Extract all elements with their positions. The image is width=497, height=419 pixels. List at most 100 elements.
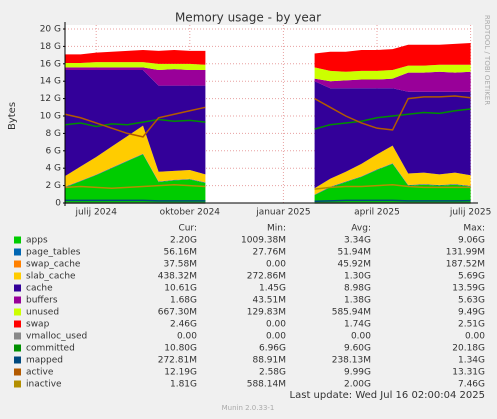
legend-stat: 51.94M <box>337 248 371 258</box>
legend-label: active <box>26 368 54 378</box>
area <box>314 145 471 195</box>
legend-stat: 1009.38M <box>241 236 286 246</box>
legend-stat: 13.31G <box>452 368 485 378</box>
legend-stat: 0.00 <box>266 260 286 270</box>
legend-label: cache <box>26 284 53 294</box>
legend-label: apps <box>26 236 48 246</box>
legend-stat: 588.14M <box>247 380 286 390</box>
chart-title: Memory usage - by year <box>175 11 321 25</box>
legend-column-header: Cur: <box>178 224 197 234</box>
area <box>65 154 206 203</box>
area <box>314 71 471 92</box>
legend-swatch <box>14 320 21 328</box>
legend-swatch <box>14 236 21 244</box>
legend-stat: 0.00 <box>351 332 371 342</box>
legend-swatch <box>14 380 21 388</box>
legend-stat: 1.30G <box>344 272 371 282</box>
legend-stat: 131.99M <box>446 248 485 258</box>
legend-stat: 2.46G <box>170 320 197 330</box>
legend-label: unused <box>26 308 59 318</box>
y-axis-label: Bytes <box>7 102 18 130</box>
legend-stat: 1.45G <box>259 284 286 294</box>
legend-stat: 88.91M <box>252 356 286 366</box>
legend-swatch <box>14 344 21 352</box>
legend-stat: 10.80G <box>164 344 197 354</box>
legend-column-header: Avg: <box>351 224 371 234</box>
legend-swatch <box>14 332 21 340</box>
legend-stat: 129.83M <box>247 308 286 318</box>
legend-stat: 2.20G <box>170 236 197 246</box>
area <box>314 43 471 72</box>
legend-label: swap <box>26 320 50 330</box>
legend-stat: 0.00 <box>266 332 286 342</box>
legend-stat: 438.32M <box>158 272 197 282</box>
legend-stat: 272.81M <box>158 356 197 366</box>
legend-label: committed <box>26 344 75 354</box>
legend-stat: 187.52M <box>446 260 485 270</box>
area <box>65 49 206 65</box>
legend-stat: 0.00 <box>465 332 485 342</box>
areas <box>65 43 471 203</box>
legend-stat: 56.16M <box>163 248 197 258</box>
legend-stat: 1.81G <box>170 380 197 390</box>
legend-stat: 12.19G <box>164 368 197 378</box>
legend-stat: 43.51M <box>252 296 286 306</box>
legend-stat: 2.00G <box>344 380 371 390</box>
y-tick-label: 20 G <box>40 25 61 35</box>
legend-stat: 1.74G <box>344 320 371 330</box>
legend-stat: 20.18G <box>452 344 485 354</box>
legend-stat: 27.76M <box>252 248 286 258</box>
x-tick-label: oktober 2024 <box>160 208 221 218</box>
legend-label: vmalloc_used <box>26 332 87 342</box>
legend-stat: 238.13M <box>332 356 371 366</box>
legend-stat: 1.34G <box>458 356 485 366</box>
legend-stat: 9.49G <box>458 308 485 318</box>
y-tick-label: 14 G <box>40 77 61 87</box>
y-tick-label: 6 G <box>45 146 61 156</box>
legend-stat: 9.06G <box>458 236 485 246</box>
y-tick-label: 10 G <box>40 112 61 122</box>
line <box>314 108 471 130</box>
legend-swatch <box>14 284 21 292</box>
legend-label: mapped <box>26 356 63 366</box>
legend-stat: 1.68G <box>170 296 197 306</box>
legend-swatch <box>14 248 21 256</box>
side-label: RRDTOOL / TOBI OETIKER <box>483 15 491 105</box>
legend-stat: 9.99G <box>344 368 371 378</box>
line <box>64 183 206 189</box>
x-tick-label: julij 2024 <box>74 208 117 218</box>
legend-stat: 0.00 <box>266 320 286 330</box>
line <box>314 183 471 190</box>
legend-swatch <box>14 308 21 316</box>
legend-swatch <box>14 296 21 304</box>
line <box>64 106 206 138</box>
y-tick-label: 4 G <box>45 164 61 174</box>
x-tick-label: april 2025 <box>354 208 400 218</box>
x-tick-label: januar 2025 <box>255 208 310 218</box>
legend-stat: 7.46G <box>458 380 485 390</box>
legend-stat: 585.94M <box>332 308 371 318</box>
legend-swatch <box>14 260 21 268</box>
line <box>64 118 206 128</box>
x-tick-label: julij 2025 <box>449 208 491 218</box>
legend-label: slab_cache <box>26 272 76 282</box>
area <box>65 62 206 70</box>
legend-swatch <box>14 272 21 280</box>
legend-column-header: Max: <box>463 224 485 234</box>
area <box>314 163 471 203</box>
area <box>314 81 471 189</box>
area <box>65 67 206 86</box>
legend-stat: 10.61G <box>164 284 197 294</box>
legend-column-header: Min: <box>267 224 286 234</box>
legend-stat: 9.60G <box>344 344 371 354</box>
legend-stat: 13.59G <box>452 284 485 294</box>
legend-stat: 6.96G <box>259 344 286 354</box>
y-tick-label: 12 G <box>40 94 61 104</box>
plot <box>64 25 473 204</box>
area <box>65 125 206 187</box>
legend-label: buffers <box>26 296 58 306</box>
legend-stat: 272.86M <box>247 272 286 282</box>
y-tick-label: 0 <box>55 199 61 209</box>
legend-stat: 667.30M <box>158 308 197 318</box>
